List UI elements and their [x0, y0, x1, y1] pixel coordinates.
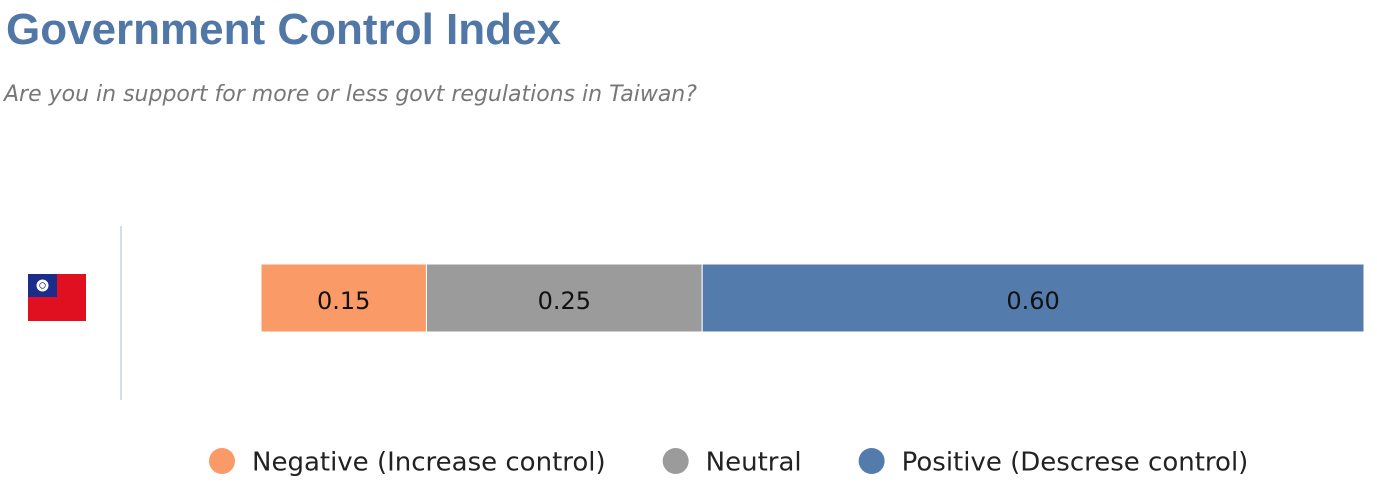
legend-label: Neutral — [706, 448, 802, 478]
legend-label: Positive (Descrese control) — [902, 448, 1249, 478]
chart-subtitle: Are you in support for more or less govt… — [2, 82, 697, 107]
legend-marker — [662, 448, 689, 474]
flag-taiwan — [28, 274, 86, 321]
data-label: 0.15 — [317, 287, 370, 315]
legend-label: Negative (Increase control) — [252, 448, 606, 478]
data-label: 0.25 — [538, 287, 591, 315]
legend-marker — [858, 448, 885, 474]
legend-marker — [209, 448, 235, 474]
bar-segment — [425, 263, 703, 333]
data-label: 0.60 — [1006, 287, 1059, 315]
bar-segment — [701, 263, 1365, 333]
chart-title: Government Control Index — [6, 5, 561, 54]
